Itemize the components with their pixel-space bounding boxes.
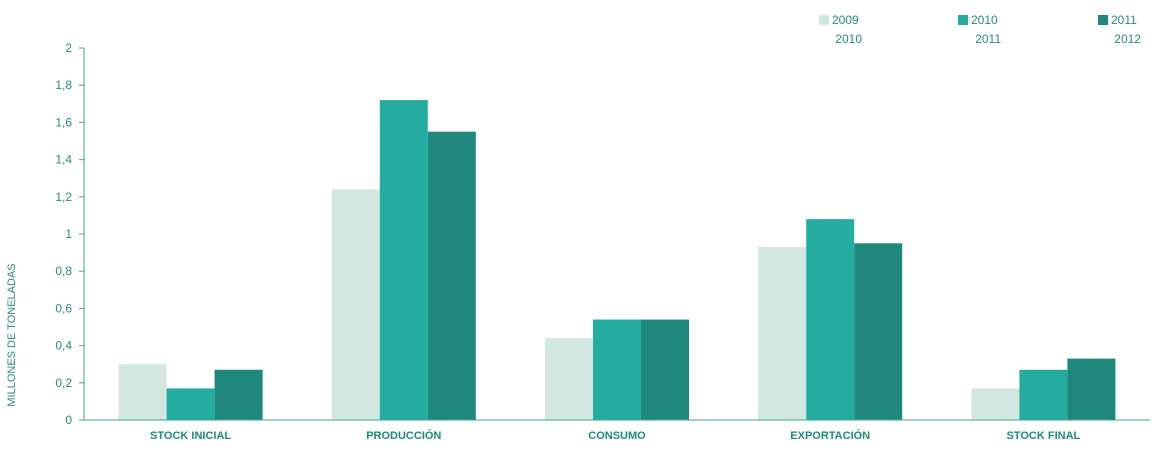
y-tick-label: 0 — [65, 413, 72, 427]
y-tick-label: 1,4 — [55, 153, 72, 167]
x-category-label: STOCK INICIAL — [150, 430, 231, 442]
legend-label-second-line: 2010 — [835, 32, 862, 46]
legend-swatch — [958, 15, 968, 25]
bar-2010-3 — [593, 319, 641, 420]
legend-item: 2010 2011 — [958, 13, 1001, 46]
y-tick-label: 0,6 — [55, 301, 72, 315]
legend-label: 2010 — [971, 13, 998, 27]
bar-2011-4 — [854, 243, 903, 420]
x-axis: STOCK INICIAL PRODUCCIÓN CONSUMO EXPORTACIÓ… — [84, 419, 1150, 442]
legend-swatch — [819, 15, 829, 25]
y-tick-label: 2 — [65, 41, 72, 55]
y-axis: 0 0,2 0,4 0,6 0,8 1 1,2 1,4 1,6 1,8 2 — [55, 41, 85, 427]
legend-item: 2011 2012 — [1098, 13, 1141, 46]
bar-2009-4 — [758, 247, 807, 420]
bar-2009-1 — [118, 364, 167, 420]
legend-label: 2009 — [832, 13, 859, 27]
y-axis-label: MILLONES DE TONELADAS — [6, 263, 18, 406]
y-tick-label: 1,8 — [55, 78, 72, 92]
legend-label-second-line: 2012 — [1114, 32, 1141, 46]
y-tick-label: 0,4 — [55, 339, 72, 353]
bar-2009-3 — [545, 338, 593, 420]
y-tick-label: 0,8 — [55, 264, 72, 278]
bar-2009-5 — [971, 388, 1020, 420]
legend: 2009 2010 2010 2011 2011 2012 — [819, 13, 1141, 46]
bar-2011-5 — [1067, 358, 1116, 420]
bar-2011-3 — [641, 319, 689, 420]
legend-swatch — [1098, 15, 1108, 25]
x-category-label: CONSUMO — [588, 430, 646, 442]
y-tick-label: 1,2 — [55, 190, 72, 204]
y-tick-label: 1,6 — [55, 115, 72, 129]
x-category-label: PRODUCCIÓN — [366, 429, 441, 442]
bar-2011-1 — [214, 369, 263, 420]
bars — [118, 100, 1116, 420]
bar-2010-1 — [166, 388, 215, 420]
bar-2009-2 — [331, 189, 380, 420]
bar-2011-2 — [427, 131, 476, 420]
x-category-label: STOCK FINAL — [1007, 430, 1081, 442]
legend-label: 2011 — [1111, 13, 1137, 27]
x-category-label: EXPORTACIÓN — [790, 429, 870, 442]
bar-2010-5 — [1019, 369, 1068, 420]
bar-2010-2 — [379, 100, 428, 420]
y-tick-label: 1 — [65, 227, 72, 241]
legend-label-second-line: 2011 — [975, 32, 1001, 46]
y-tick-label: 0,2 — [55, 376, 72, 390]
bar-2010-4 — [806, 219, 855, 420]
legend-item: 2009 2010 — [819, 13, 862, 46]
